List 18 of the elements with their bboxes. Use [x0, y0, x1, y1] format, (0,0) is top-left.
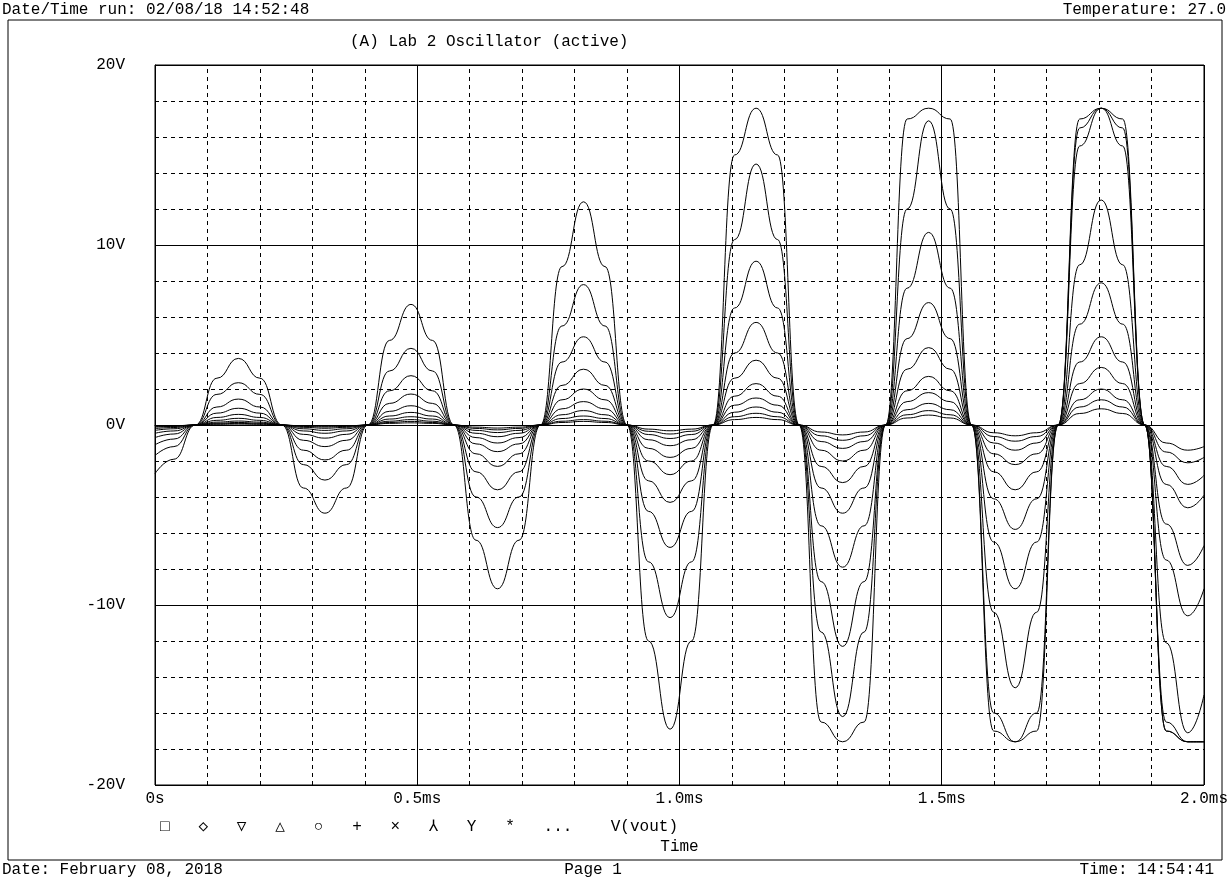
chart-title: (A) Lab 2 Oscillator (active)	[350, 33, 629, 51]
y-tick-label: -20V	[86, 776, 126, 794]
y-tick-label: -10V	[86, 596, 126, 614]
x-tick-label: 0.5ms	[393, 790, 442, 808]
text: Date/Time run: 02/08/18 14:52:48	[2, 1, 310, 19]
text: Page 1	[564, 861, 622, 879]
x-axis-title: Time	[660, 838, 699, 856]
y-tick-label: 10V	[96, 236, 126, 254]
x-tick-label: 1.0ms	[655, 790, 704, 808]
text: Time: 14:54:41	[1079, 861, 1214, 879]
text: Temperature: 27.0	[1062, 1, 1226, 19]
text: □ ◇ ▽ △ ○ + × ⅄ Y * ... V(vout)	[160, 818, 678, 836]
text: Date: February 08, 2018	[2, 861, 223, 879]
x-tick-label: 2.0ms	[1179, 790, 1228, 808]
y-tick-label: 20V	[96, 56, 126, 74]
y-tick-label: 0V	[105, 416, 126, 434]
x-tick-label: 0s	[145, 790, 165, 808]
x-tick-label: 1.5ms	[917, 790, 966, 808]
